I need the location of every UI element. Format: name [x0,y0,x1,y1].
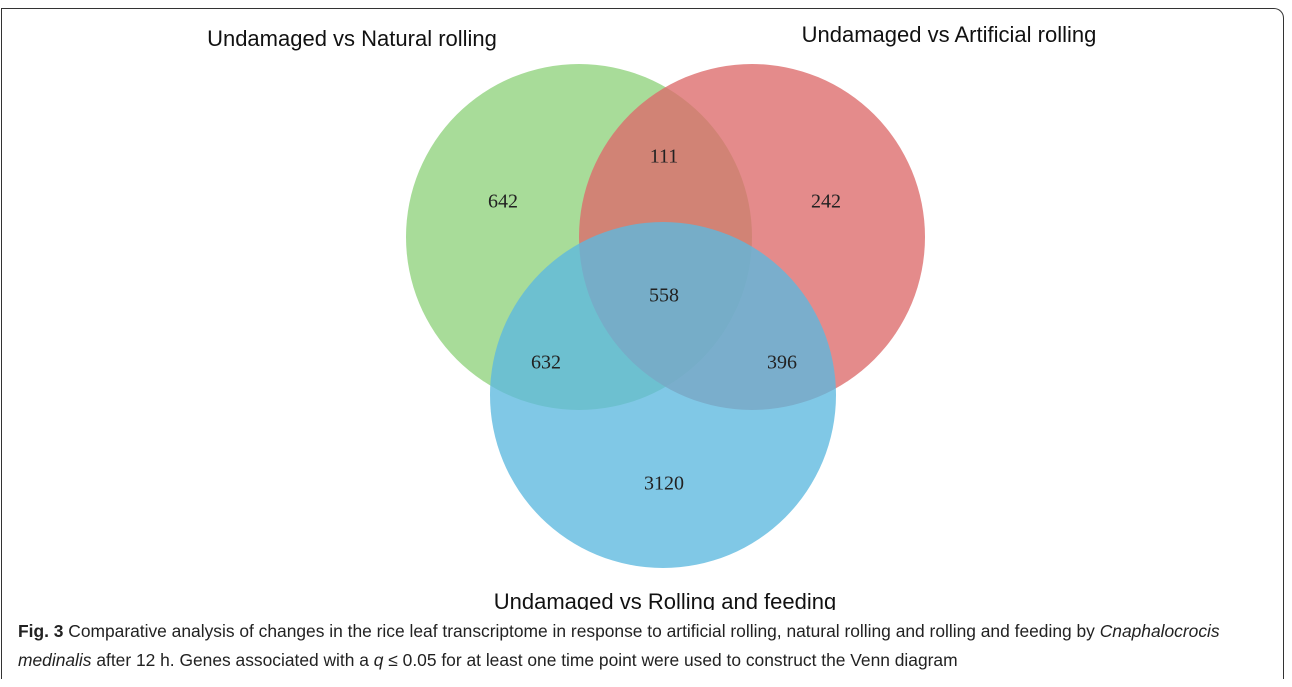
caption-text: after 12 h. Genes associated with a [96,650,369,670]
set-label: Undamaged vs Natural rolling [207,26,497,51]
region-count: 396 [767,352,797,374]
set-circle [490,222,836,568]
region-count: 558 [649,285,679,307]
region-count: 111 [650,146,679,168]
caption: Fig. 3 Comparative analysis of changes i… [18,617,1268,675]
caption-q: q [373,650,384,670]
set-label: Undamaged vs Artificial rolling [802,22,1097,47]
caption-text: ≤ 0.05 for at least one time point were … [388,650,958,670]
region-count: 632 [531,352,561,374]
caption-text: Comparative analysis of changes in the r… [68,621,1095,641]
region-count: 3120 [644,473,684,495]
caption-label: Fig. 3 [18,621,64,641]
figure-frame [1,8,1284,679]
caption-species: Cnaphalocrocis medinalis [18,621,1220,670]
region-count: 642 [488,191,518,213]
region-count: 242 [811,191,841,213]
venn-chart: Undamaged vs Natural rolling Undamaged vs… [207,22,1097,610]
set-label: Undamaged vs Rolling and feeding [494,589,836,610]
